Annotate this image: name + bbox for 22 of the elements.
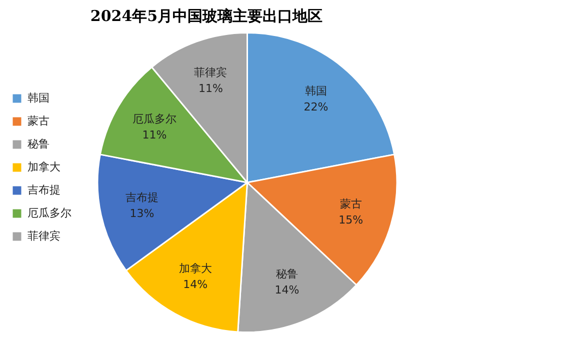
legend-label: 韩国 xyxy=(28,91,50,104)
legend-label: 蒙古 xyxy=(28,114,50,128)
slice-label: 厄瓜多尔 xyxy=(132,112,176,126)
data-label: 15% xyxy=(338,213,364,226)
data-label: 11% xyxy=(198,82,223,95)
legend-label: 吉布提 xyxy=(28,183,60,196)
data-label: 22% xyxy=(304,100,328,114)
slice-label: 秘鲁 xyxy=(276,268,298,281)
data-label: 14% xyxy=(183,278,208,291)
slice-label: 加拿大 xyxy=(178,262,212,275)
data-label: 14% xyxy=(274,284,300,297)
slice-label: 韩国 xyxy=(304,84,327,98)
legend-label: 菲律宾 xyxy=(28,229,60,242)
slice-label: 蒙古 xyxy=(340,197,362,210)
slice-label: 吉布提 xyxy=(126,190,159,204)
legend-label: 秘鲁 xyxy=(28,137,50,150)
data-label: 13% xyxy=(130,206,154,220)
slice-label: 菲律宾 xyxy=(194,66,228,79)
legend-label: 厄瓜多尔 xyxy=(28,206,72,220)
legend-label: 加拿大 xyxy=(28,160,60,174)
data-label: 11% xyxy=(142,128,167,142)
chart-title: 2024年5月中国玻璃主要出口地区 xyxy=(90,6,323,25)
